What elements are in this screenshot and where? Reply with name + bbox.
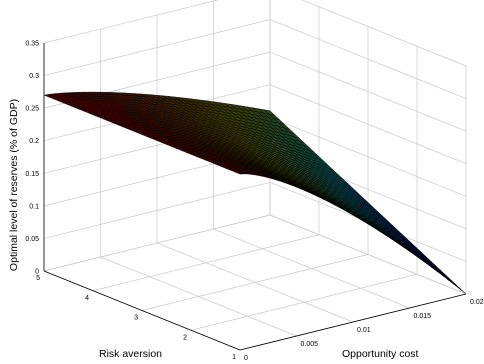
z-tick-label: 0.25 <box>25 106 39 113</box>
y-axis-line <box>43 270 241 351</box>
z-tick-label: 0.15 <box>25 171 39 178</box>
backwall-gridline-z <box>43 19 271 76</box>
backwall-gridline-z <box>43 0 219 44</box>
floor-gridline-y <box>92 234 320 292</box>
z-axis-label: Optimal level of reserves (% of GDP) <box>8 99 20 271</box>
floor-gridline-y <box>190 273 418 331</box>
tick-labels: 00.050.10.150.20.250.30.351234500.0050.0… <box>25 41 483 363</box>
x-tick-label: 0.02 <box>470 299 484 306</box>
sidewall-gridline-z <box>269 51 467 132</box>
backwall-gridline-z <box>43 182 271 239</box>
y-tick-label: 2 <box>183 334 187 341</box>
sidewall-gridline-z <box>301 0 467 67</box>
z-tick-label: 0.3 <box>29 73 39 80</box>
y-tick-label: 5 <box>36 275 40 282</box>
sidewall-gridline-z <box>269 19 467 99</box>
z-tick-label: 0.35 <box>25 41 39 48</box>
y-tick-label: 3 <box>134 315 138 322</box>
sidewall-gridline-z <box>269 116 467 197</box>
y-tick-label: 4 <box>85 295 89 302</box>
x-tick-label: 0.015 <box>414 313 432 320</box>
x-tick-label: 0.005 <box>301 341 319 348</box>
x-tick-label: 0 <box>244 355 248 362</box>
sidewall-gridline-z <box>269 84 467 165</box>
backwall-gridline-z <box>43 214 271 272</box>
x-axis-label: Opportunity cost <box>342 348 419 360</box>
z-tick-label: 0 <box>35 269 39 276</box>
surface-patch <box>455 284 467 295</box>
y-axis-label: Risk aversion <box>99 348 162 360</box>
x-tick-label: 0.01 <box>357 327 371 334</box>
y-tick-label: 1 <box>232 354 236 361</box>
x-axis-line <box>239 293 467 351</box>
z-tick-label: 0.05 <box>25 236 39 243</box>
z-tick-label: 0.1 <box>29 203 39 210</box>
floor-gridline-y <box>141 254 369 311</box>
sidewall-gridline-z <box>269 214 467 295</box>
z-tick-label: 0.2 <box>29 138 39 145</box>
surface-mesh <box>43 91 467 295</box>
